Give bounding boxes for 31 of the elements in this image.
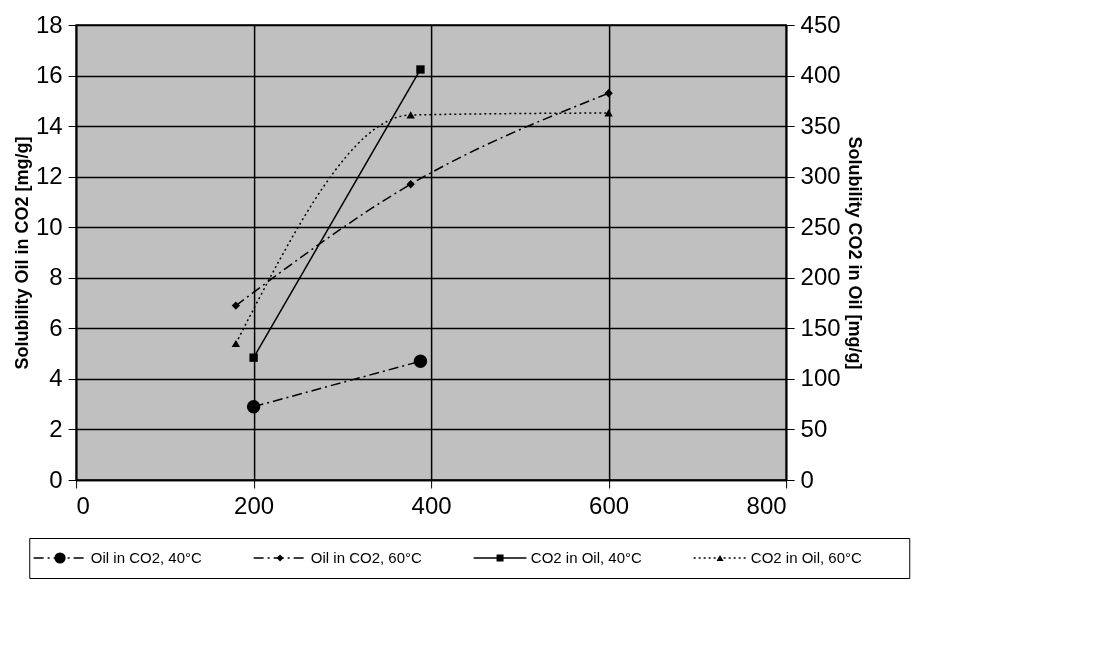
y2-tick-label: 0 (800, 465, 814, 493)
y-tick-label: 6 (49, 313, 63, 341)
y2-tick-label: 50 (800, 414, 828, 442)
y2-tick-label: 300 (800, 162, 841, 190)
y-tick-label: 16 (35, 61, 63, 89)
y-tick-label: 18 (35, 10, 63, 38)
x-tick-label: 600 (589, 491, 630, 519)
legend-label: Oil in CO2, 60°C (310, 549, 423, 566)
y2-tick-label: 250 (800, 212, 841, 240)
y-tick-label: 2 (49, 414, 63, 442)
y2-tick-label: 350 (800, 111, 841, 139)
legend-label: CO2 in Oil, 40°C (530, 549, 643, 566)
y2-tick-label: 400 (800, 61, 841, 89)
legend-label: Oil in CO2, 40°C (90, 549, 203, 566)
x-tick-label: 200 (234, 491, 275, 519)
y2-tick-label: 450 (800, 10, 841, 38)
x-tick-label: 400 (411, 491, 452, 519)
y-tick-label: 8 (49, 263, 63, 291)
y-axis-title: Solubility Oil in CO2 [mg/g] (11, 136, 32, 370)
y2-tick-label: 200 (800, 263, 841, 291)
y-tick-label: 10 (35, 212, 63, 240)
y2-tick-label: 100 (800, 364, 841, 392)
y-tick-label: 4 (49, 364, 63, 392)
y-tick-label: 12 (35, 162, 63, 190)
y2-tick-label: 150 (800, 313, 841, 341)
x-tick-label: 800 (746, 491, 787, 519)
y2-axis-title: Solubility CO2 in Oil [mg/g] (844, 136, 865, 370)
y-tick-label: 0 (49, 465, 63, 493)
legend-label: CO2 in Oil, 60°C (750, 549, 863, 566)
y-tick-label: 14 (35, 111, 63, 139)
x-tick-label: 0 (76, 491, 90, 519)
